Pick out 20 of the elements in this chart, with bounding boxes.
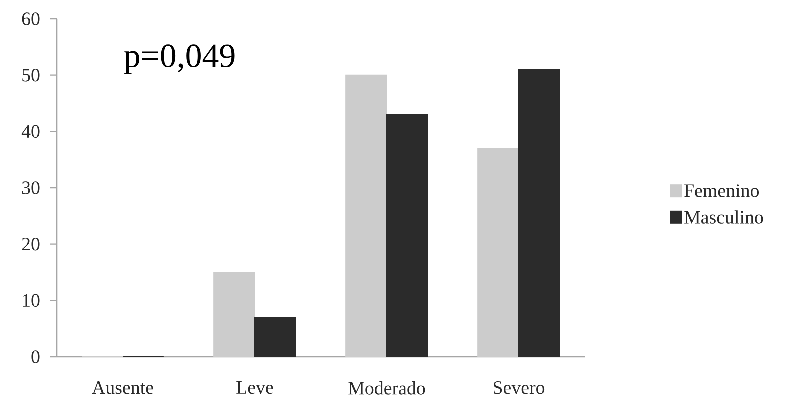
bar	[346, 74, 388, 358]
y-tick-label: 40	[22, 125, 40, 138]
annotation: p=0,049	[124, 44, 235, 74]
y-tick-label: 20	[22, 238, 40, 251]
bar	[478, 148, 520, 358]
bar	[518, 69, 560, 358]
y-tick-label: 50	[22, 68, 40, 82]
bar	[214, 272, 256, 358]
y-tick-label: 30	[22, 182, 40, 194]
y-tick-label: 0	[32, 350, 40, 364]
x-tick-label: Moderado	[348, 382, 426, 395]
y-tick-label: 10	[23, 294, 40, 308]
x-tick-label: Leve	[236, 382, 274, 394]
bar	[254, 317, 296, 358]
legend-label: Masculino	[684, 210, 764, 224]
y-tick-label: 60	[22, 12, 40, 26]
legend-label: Femenino	[684, 184, 760, 198]
bar	[386, 114, 428, 358]
x-tick-label: Severo	[494, 382, 545, 394]
x-tick-label: Ausente	[92, 382, 154, 394]
